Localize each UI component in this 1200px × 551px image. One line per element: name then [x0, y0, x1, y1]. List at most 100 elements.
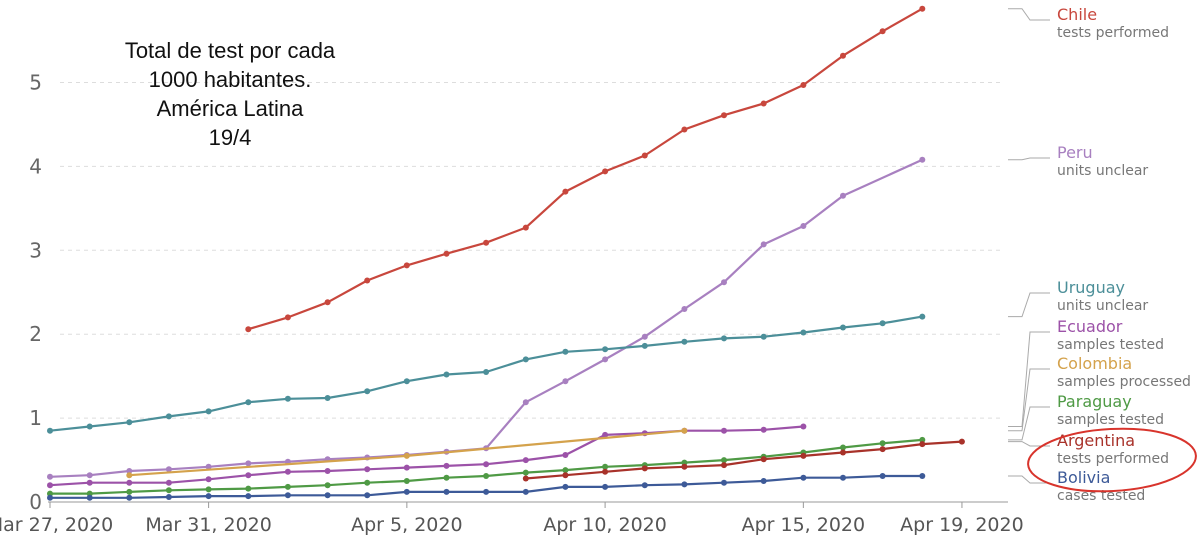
point-ecuador	[165, 479, 172, 486]
point-ecuador	[443, 462, 450, 469]
point-paraguay	[324, 482, 331, 489]
point-peru	[602, 356, 609, 363]
annotation-line-1: Total de test por cada	[125, 38, 336, 63]
point-paraguay	[840, 444, 846, 451]
point-paraguay	[205, 486, 212, 493]
point-ecuador	[602, 431, 609, 438]
point-bolivia	[126, 494, 133, 501]
point-paraguay	[562, 467, 569, 474]
point-uruguay	[86, 423, 93, 430]
point-bolivia	[483, 488, 490, 495]
point-bolivia	[47, 494, 53, 501]
x-tick-label: Apr 15, 2020	[742, 514, 866, 536]
series-argentina	[522, 438, 965, 482]
point-peru	[86, 472, 93, 479]
legend-connector-colombia	[1008, 368, 1050, 432]
line-peru	[49, 158, 923, 478]
point-chile	[562, 188, 569, 195]
point-paraguay	[126, 488, 133, 495]
point-paraguay	[602, 463, 609, 470]
point-paraguay	[522, 469, 529, 476]
point-ecuador	[721, 427, 727, 434]
point-bolivia	[443, 488, 450, 495]
point-colombia	[126, 472, 133, 479]
legend-name-colombia: Colombia	[1057, 354, 1132, 373]
point-uruguay	[602, 346, 609, 353]
point-peru	[205, 463, 212, 470]
point-chile	[840, 52, 846, 59]
legend-connector-uruguay	[1008, 292, 1050, 318]
point-colombia	[403, 452, 410, 459]
series-uruguay	[47, 313, 926, 434]
legend-name-paraguay: Paraguay	[1057, 392, 1132, 411]
point-uruguay	[800, 329, 807, 336]
point-bolivia	[760, 478, 767, 484]
point-ecuador	[86, 479, 93, 486]
point-paraguay	[403, 478, 410, 484]
point-paraguay	[364, 479, 371, 486]
point-ecuador	[483, 461, 490, 468]
point-chile	[602, 168, 609, 175]
point-bolivia	[205, 493, 212, 500]
annotation-line-3: América Latina	[157, 96, 305, 121]
point-argentina	[919, 441, 926, 448]
point-argentina	[840, 449, 846, 456]
y-tick-label: 4	[29, 154, 42, 178]
point-bolivia	[165, 494, 172, 500]
y-tick-label: 5	[29, 71, 42, 95]
point-bolivia	[800, 474, 807, 481]
point-chile	[324, 299, 331, 306]
point-uruguay	[840, 324, 846, 331]
point-argentina	[641, 465, 648, 472]
point-paraguay	[165, 487, 172, 494]
legend-unit-bolivia: cases tested	[1057, 488, 1145, 504]
point-bolivia	[562, 483, 569, 490]
legend-unit-peru: units unclear	[1057, 163, 1148, 179]
point-chile	[483, 239, 490, 246]
legend-connector-ecuador	[1008, 331, 1050, 427]
point-chile	[879, 28, 886, 35]
point-paraguay	[47, 490, 53, 497]
point-chile	[760, 100, 767, 107]
point-peru	[919, 156, 926, 163]
point-chile	[681, 126, 688, 133]
gridlines	[60, 82, 1000, 419]
point-ecuador	[245, 472, 252, 479]
series-lines	[47, 5, 965, 501]
point-ecuador	[324, 468, 331, 474]
legend-connector-paraguay	[1008, 406, 1050, 441]
x-tick-label: Apr 19, 2020	[900, 514, 1024, 536]
point-bolivia	[919, 473, 926, 479]
point-ecuador	[364, 466, 371, 473]
point-paraguay	[721, 457, 727, 464]
point-uruguay	[919, 313, 926, 320]
point-peru	[840, 192, 846, 199]
point-uruguay	[483, 369, 490, 375]
point-argentina	[522, 475, 529, 482]
point-peru	[760, 241, 767, 248]
point-bolivia	[403, 488, 410, 495]
point-argentina	[800, 452, 807, 459]
point-uruguay	[205, 408, 212, 415]
point-chile	[641, 152, 648, 159]
point-argentina	[602, 468, 609, 475]
series-peru	[47, 156, 926, 480]
point-ecuador	[126, 479, 133, 486]
point-bolivia	[879, 473, 886, 479]
legend-name-bolivia: Bolivia	[1057, 468, 1110, 487]
point-paraguay	[284, 483, 291, 490]
x-tick-label: Apr 10, 2020	[543, 514, 667, 536]
point-ecuador	[522, 457, 529, 464]
legend-connector-argentina	[1008, 441, 1050, 447]
point-bolivia	[324, 492, 331, 499]
legend-unit-argentina: tests performed	[1057, 451, 1169, 467]
point-uruguay	[681, 338, 688, 345]
point-paraguay	[86, 490, 93, 497]
point-chile	[800, 82, 807, 88]
point-uruguay	[522, 356, 529, 363]
point-uruguay	[879, 320, 886, 327]
legend-unit-ecuador: samples tested	[1057, 337, 1164, 353]
point-argentina	[958, 438, 965, 445]
point-paraguay	[879, 440, 886, 447]
